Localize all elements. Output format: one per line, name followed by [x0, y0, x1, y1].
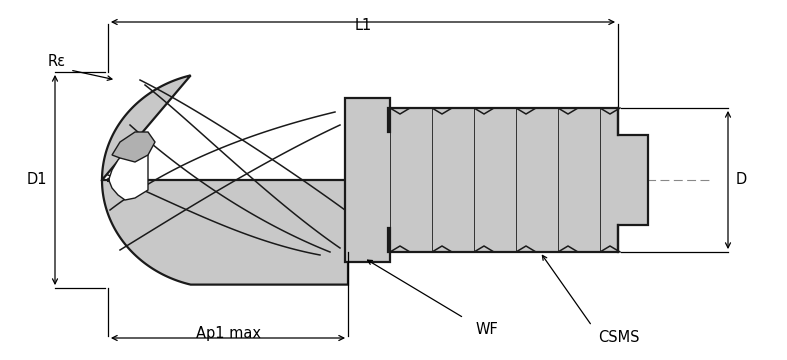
Text: D1: D1: [27, 172, 47, 188]
Text: Rε: Rε: [48, 54, 66, 69]
Text: WF: WF: [476, 323, 499, 338]
Polygon shape: [112, 132, 155, 162]
Polygon shape: [345, 98, 648, 262]
Text: L1: L1: [354, 18, 371, 33]
Text: CSMS: CSMS: [598, 330, 640, 346]
Text: Ap1 max: Ap1 max: [195, 326, 260, 341]
Polygon shape: [102, 75, 348, 285]
Text: D: D: [736, 172, 747, 188]
Polygon shape: [108, 150, 148, 200]
